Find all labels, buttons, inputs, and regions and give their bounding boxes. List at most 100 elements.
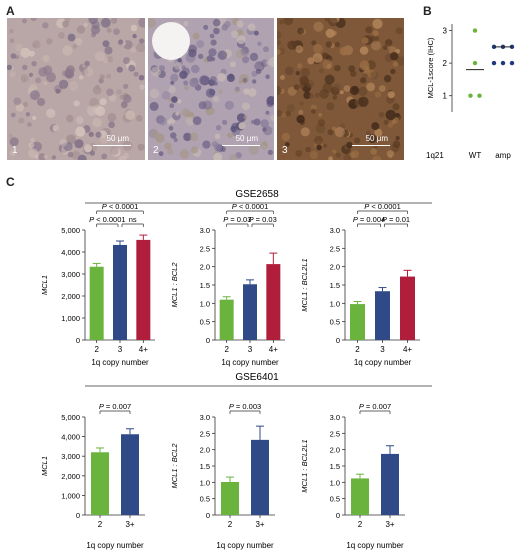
cell-nucleus <box>313 21 324 32</box>
cell-nucleus <box>74 139 84 149</box>
cell-nucleus <box>138 74 145 81</box>
micrograph-1: 1 50 μm <box>7 18 145 160</box>
cell-nucleus <box>327 129 334 136</box>
cell-nucleus <box>173 137 178 143</box>
cell-nucleus <box>295 45 304 53</box>
cell-nucleus <box>88 18 98 25</box>
cell-nucleus <box>230 125 237 133</box>
cell-nucleus <box>86 105 98 116</box>
cell-nucleus <box>209 76 217 84</box>
cell-nucleus <box>139 84 145 90</box>
y-tick-label: 1.0 <box>200 299 210 308</box>
x-tick-label: 4+ <box>269 345 278 354</box>
y-axis-label: MCL1 : BCL2L1 <box>300 439 309 492</box>
cell-nucleus <box>202 100 213 110</box>
cell-nucleus <box>198 53 204 60</box>
cell-nucleus <box>191 146 199 154</box>
scale-bar-label: 50 μm <box>365 134 388 143</box>
cell-nucleus <box>334 126 345 138</box>
cell-nucleus <box>198 101 207 110</box>
data-point <box>477 93 482 98</box>
cell-nucleus <box>106 88 114 96</box>
cell-nucleus <box>268 56 274 68</box>
x-axis-label: 1q copy number <box>91 358 149 367</box>
x-tick-label: 4+ <box>139 345 148 354</box>
cell-nucleus <box>117 39 124 46</box>
cell-nucleus <box>9 71 16 78</box>
section-title-gse2658: GSE2658 <box>235 189 279 200</box>
cell-nucleus <box>230 61 236 68</box>
cell-nucleus <box>315 123 326 134</box>
cell-nucleus <box>28 72 34 77</box>
cell-nucleus <box>43 81 48 86</box>
cell-nucleus <box>332 95 338 100</box>
bar <box>251 439 269 515</box>
cell-nucleus <box>333 64 340 72</box>
cell-nucleus <box>368 134 377 143</box>
cell-nucleus <box>299 101 305 106</box>
cell-nucleus <box>247 23 256 32</box>
scale-bar <box>93 145 131 146</box>
y-tick-label: 4,000 <box>61 248 80 257</box>
significance-label: P = 0.01 <box>382 215 410 224</box>
group-label: WT <box>469 151 482 160</box>
cell-nucleus <box>28 142 35 149</box>
panel-b-dotplot: 1 2 3 MCL-1score (IHC) 1q21 WT amp <box>426 24 515 160</box>
cell-nucleus <box>10 53 17 59</box>
cell-nucleus <box>395 27 403 35</box>
cell-nucleus <box>235 152 242 159</box>
cell-nucleus <box>387 91 395 99</box>
micrograph-number: 1 <box>12 145 18 156</box>
cell-nucleus <box>202 140 211 149</box>
cell-nucleus <box>349 85 360 96</box>
cell-nucleus <box>328 156 333 160</box>
cell-nucleus <box>281 112 287 118</box>
micrograph-number: 2 <box>153 145 159 156</box>
cell-nucleus <box>284 142 290 147</box>
cell-nucleus <box>383 74 392 83</box>
scale-bar-label: 50 μm <box>235 134 258 143</box>
bar-chart-3: 0 0.5 1.0 1.5 2.0 2.5 3.0 MCL1 : BCL2L1 2 3 4+ 1q c… <box>300 202 420 367</box>
cell-nucleus <box>386 150 395 158</box>
cell-nucleus <box>382 45 388 50</box>
cell-nucleus <box>314 92 320 98</box>
cell-nucleus <box>213 27 220 35</box>
cell-nucleus <box>116 66 123 73</box>
y-tick-label: 2.0 <box>330 263 340 272</box>
cell-nucleus <box>151 66 161 77</box>
cell-nucleus <box>184 85 189 91</box>
cell-nucleus <box>374 91 381 98</box>
cell-nucleus <box>366 82 375 92</box>
cell-nucleus <box>297 63 303 69</box>
cell-nucleus <box>83 67 94 77</box>
cell-nucleus <box>300 67 310 78</box>
cell-nucleus <box>240 46 250 57</box>
cell-nucleus <box>307 57 315 65</box>
cell-nucleus <box>226 74 235 82</box>
cell-nucleus <box>15 103 24 112</box>
y-tick-label: 3 <box>443 27 448 36</box>
cell-nucleus <box>218 89 223 94</box>
cell-nucleus <box>309 151 318 160</box>
cell-nucleus <box>28 148 38 159</box>
x-axis-label: 1q copy number <box>221 358 279 367</box>
cell-nucleus <box>215 125 222 131</box>
cell-nucleus <box>67 33 76 42</box>
row-label: 1q21 <box>426 151 444 160</box>
y-tick-label: 1.5 <box>330 281 340 290</box>
cell-nucleus <box>136 115 143 122</box>
vacuole-artifact <box>152 22 190 60</box>
data-point <box>491 60 497 66</box>
cell-nucleus <box>372 30 379 37</box>
cell-nucleus <box>286 104 295 113</box>
micrograph-texture <box>277 18 404 160</box>
cell-nucleus <box>157 70 166 79</box>
cell-nucleus <box>236 113 246 123</box>
significance-label: P = 0.004 <box>353 215 385 224</box>
cell-nucleus <box>248 144 259 155</box>
cell-nucleus <box>51 155 57 160</box>
cell-nucleus <box>102 57 109 64</box>
bar <box>375 291 390 340</box>
cell-nucleus <box>300 127 310 137</box>
cell-nucleus <box>354 137 361 144</box>
